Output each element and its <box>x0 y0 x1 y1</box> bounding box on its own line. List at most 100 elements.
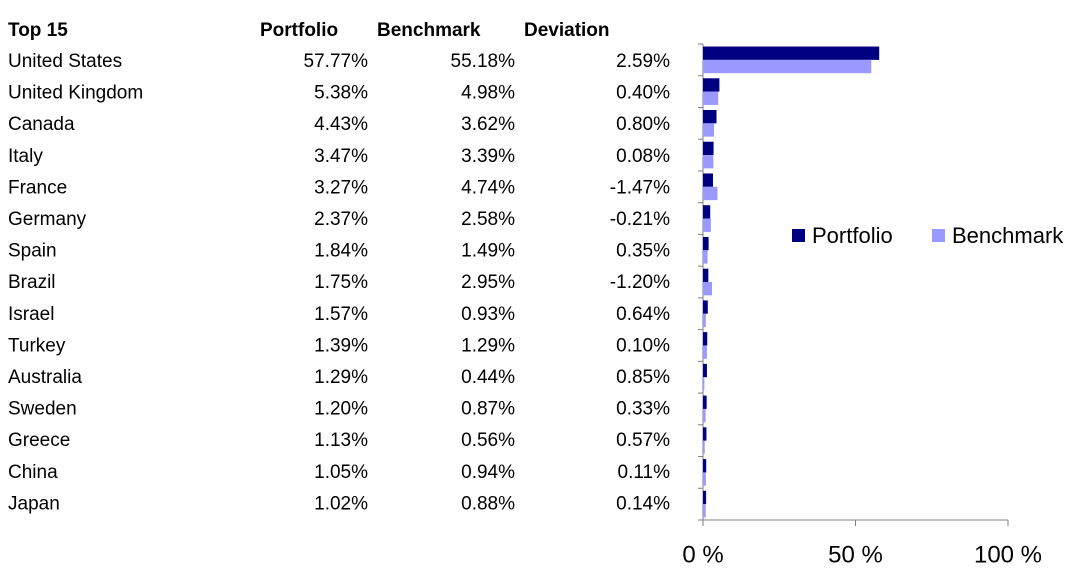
cell: 5.38% <box>314 83 368 104</box>
row-label: United States <box>8 51 122 72</box>
cell: 3.62% <box>461 114 515 135</box>
legend-swatch <box>932 229 945 242</box>
cell: 0.35% <box>616 241 670 262</box>
cell: 57.77% <box>304 51 369 72</box>
x-tick-label: 0 % <box>682 541 723 568</box>
cell: 1.75% <box>314 272 368 293</box>
bar <box>703 395 707 409</box>
cell: 0.44% <box>461 367 515 388</box>
bar <box>703 236 709 251</box>
cell: -0.21% <box>610 209 670 230</box>
legend-swatch <box>792 229 805 242</box>
cell: 0.11% <box>618 462 671 483</box>
cell: 2.58% <box>461 209 515 230</box>
row-label: Turkey <box>8 335 66 356</box>
cell: 1.02% <box>314 493 368 514</box>
cell: 1.29% <box>461 335 515 356</box>
row-label: Spain <box>8 241 57 262</box>
cell: 0.14% <box>616 493 670 514</box>
legend-label: Benchmark <box>952 223 1064 248</box>
cell: 1.13% <box>314 430 368 451</box>
column-header: Benchmark <box>377 20 481 41</box>
bar <box>703 345 707 359</box>
cell: 4.98% <box>461 83 515 104</box>
cell: 1.20% <box>314 399 368 420</box>
bar <box>703 332 708 346</box>
column-header: Deviation <box>524 20 610 41</box>
bar <box>703 282 712 296</box>
cell: 0.56% <box>461 430 515 451</box>
bar <box>703 59 872 74</box>
cell: 2.95% <box>461 272 515 293</box>
row-label: Japan <box>8 493 60 514</box>
cell: 0.94% <box>461 462 515 483</box>
column-header: Portfolio <box>260 20 338 41</box>
cell: 0.93% <box>461 304 515 325</box>
bar <box>703 155 714 169</box>
cell: 0.57% <box>616 430 670 451</box>
bar <box>703 110 717 124</box>
cell: 2.59% <box>616 51 670 72</box>
cell: 0.87% <box>461 399 515 420</box>
row-label: Greece <box>8 430 70 451</box>
table-title: Top 15 <box>8 20 68 41</box>
cell: 0.85% <box>616 367 670 388</box>
cell: 0.10% <box>616 335 670 356</box>
cell: 1.05% <box>314 462 368 483</box>
cell: 0.33% <box>616 399 670 420</box>
bar <box>703 123 715 137</box>
x-tick-label: 100 % <box>974 541 1042 568</box>
row-label: Australia <box>8 367 82 388</box>
bar <box>703 459 707 473</box>
bar <box>703 218 711 232</box>
row-label: Brazil <box>8 272 56 293</box>
cell: 4.74% <box>461 177 515 198</box>
cell: 0.08% <box>616 146 670 167</box>
bar <box>703 504 706 518</box>
x-tick-label: 50 % <box>828 541 883 568</box>
cell: -1.20% <box>610 272 670 293</box>
cell: 1.84% <box>314 241 368 262</box>
bar <box>703 440 705 454</box>
cell: 0.88% <box>461 493 515 514</box>
cell: 3.47% <box>314 146 368 167</box>
cell: 1.29% <box>314 367 368 388</box>
cell: 0.80% <box>616 114 670 135</box>
bar <box>703 250 708 264</box>
row-label: Sweden <box>8 399 77 420</box>
row-label: Italy <box>8 146 43 167</box>
cell: 4.43% <box>314 114 368 135</box>
cell: 3.39% <box>461 146 515 167</box>
cell: 1.39% <box>314 335 368 356</box>
bar <box>703 363 707 378</box>
legend-label: Portfolio <box>812 223 893 248</box>
bar <box>703 427 707 441</box>
cell: 1.57% <box>314 304 368 325</box>
bar <box>703 472 706 486</box>
cell: 1.49% <box>461 241 515 262</box>
bar <box>703 408 706 423</box>
cell: 3.27% <box>314 177 368 198</box>
bar <box>703 78 720 92</box>
row-label: France <box>8 177 67 198</box>
bar <box>703 46 880 60</box>
bar <box>703 205 711 219</box>
bar <box>703 173 713 187</box>
bar <box>703 377 705 391</box>
cell: -1.47% <box>610 177 670 198</box>
row-label: Canada <box>8 114 75 135</box>
bar <box>703 186 718 201</box>
cell: 2.37% <box>314 209 368 230</box>
row-label: Germany <box>8 209 87 230</box>
bar <box>703 141 714 156</box>
cell: 55.18% <box>451 51 516 72</box>
cell: 0.64% <box>616 304 670 325</box>
bar <box>703 300 708 314</box>
bar <box>703 91 719 105</box>
row-label: Israel <box>8 304 54 325</box>
cell: 0.40% <box>616 83 670 104</box>
row-label: China <box>8 462 58 483</box>
bar <box>703 490 707 505</box>
bar <box>703 268 709 282</box>
